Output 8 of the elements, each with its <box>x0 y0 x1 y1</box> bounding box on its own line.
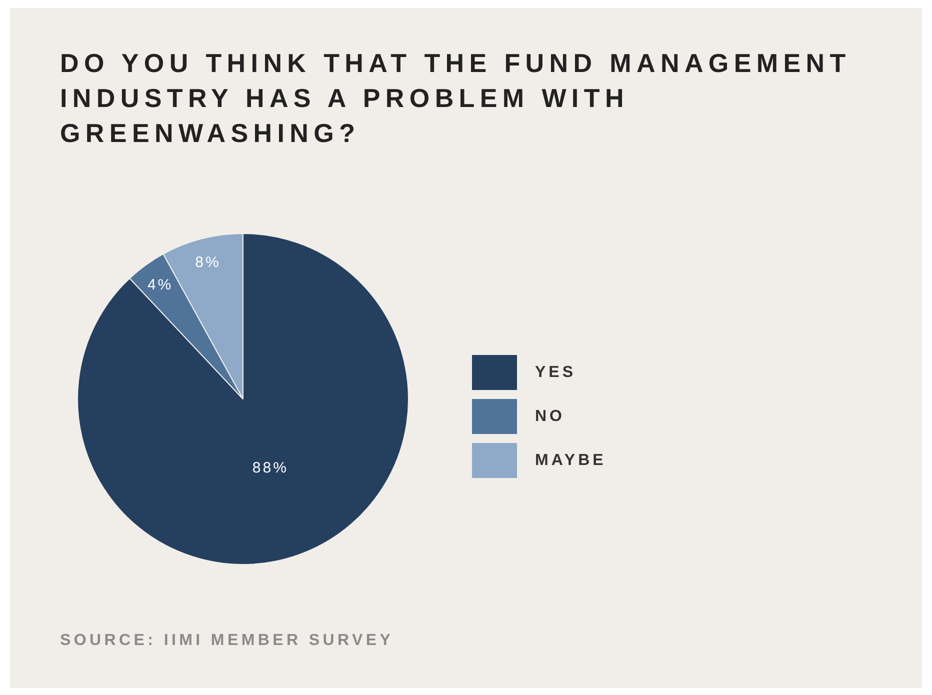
data-label: 4% <box>147 276 174 294</box>
data-label: 8% <box>195 254 221 271</box>
source-note: SOURCE: IIMI MEMBER SURVEY <box>60 632 394 650</box>
legend-label: MAYBE <box>535 452 606 470</box>
data-label: 88% <box>252 459 288 476</box>
legend-label: NO <box>535 408 565 426</box>
chart-title: DO YOU THINK THAT THE FUND MANAGEMENT INDUSTRY HAS A PROBLEM WITH GREENWASHING? <box>60 47 852 150</box>
legend-label: YES <box>535 364 576 382</box>
